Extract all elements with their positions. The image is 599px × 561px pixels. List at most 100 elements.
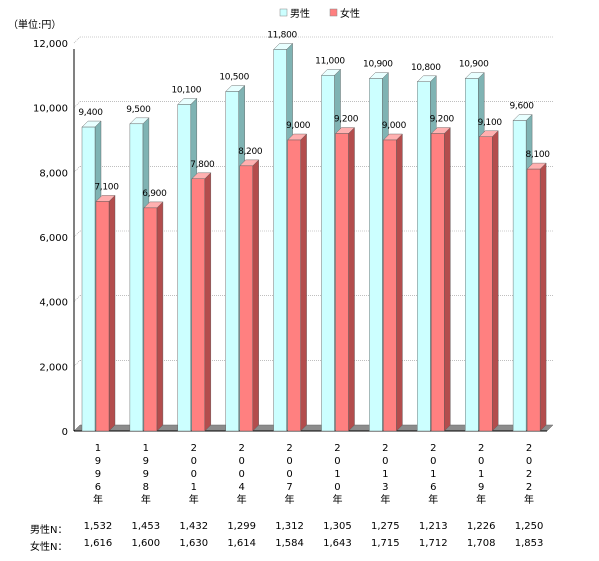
bar-female [287,139,301,432]
data-label-female: 9,100 [478,118,503,128]
sample-size-female: 1,616 [83,538,113,549]
data-label-male: 10,800 [411,63,441,73]
sample-size-male: 1,226 [466,521,496,532]
bar-female [526,168,541,432]
bar-male [81,126,96,432]
sample-size-male: 1,532 [83,521,113,532]
sample-size-male: 1,275 [371,521,400,532]
bar-male [225,91,239,432]
bar-female [143,207,158,432]
y-tick-label: 2,000 [39,362,68,373]
sample-size-female: 1,853 [514,538,544,549]
bar-female [479,136,493,432]
data-label-female: 7,100 [94,182,119,192]
bar-female [191,178,206,432]
bar-male [369,78,383,432]
y-tick-label: 8,000 [39,168,68,179]
bar-male [465,78,479,432]
data-label-male: 10,900 [459,60,489,70]
sample-size-male: 1,305 [323,521,352,532]
bar-female [431,133,445,432]
data-label-male: 11,000 [315,56,345,66]
bar-female-side [444,127,451,432]
bar-female-side [492,130,499,432]
data-label-male: 10,100 [171,85,201,95]
bar-female-side [204,172,212,432]
data-label-female: 9,000 [286,121,311,131]
gridline-depth [73,36,81,44]
sample-size-female: 1,584 [275,538,304,549]
data-label-male: 10,500 [219,73,249,83]
bar-female [335,133,349,432]
y-tick-label: 6,000 [39,233,68,244]
data-label-male: 9,400 [78,108,103,118]
sample-size-female: 1,715 [371,538,400,549]
sample-size-female: 1,708 [466,538,496,549]
bar-male [417,81,431,432]
y-tick-label: 12,000 [33,39,68,50]
data-label-female: 7,800 [190,160,215,170]
sample-size-male: 1,213 [418,521,448,532]
unit-label: （単位:円） [8,18,61,31]
sample-size-male: 1,299 [227,521,256,532]
bar-male [321,75,335,432]
bar-male [512,120,527,432]
sample-size-row-male: 男性N： 1,532 1,453 1,432 1,299 1,312 1,305 1,275… [0,521,599,536]
gridline-depth [73,295,81,302]
data-label-female: 6,900 [142,189,167,199]
sample-size-row-female: 女性N： 1,616 1,600 1,630 1,614 1,584 1,643 1,715… [0,538,599,553]
sample-size-female: 1,712 [418,538,448,549]
data-label-female: 8,100 [525,150,550,160]
sample-size-female: 1,630 [179,538,209,549]
y-tick-label: 4,000 [39,298,68,309]
gridline-depth [73,101,81,108]
sample-size-male: 1,250 [514,521,544,532]
bar-female-side [300,133,307,432]
bar-male [129,123,144,432]
sample-size-male: 1,312 [275,521,304,532]
data-label-male: 10,900 [363,60,393,70]
legend-swatch-male [279,8,288,17]
data-label-female: 9,000 [382,121,407,131]
data-label-female: 9,200 [334,115,359,125]
bar-female-side [156,201,164,432]
sample-size-female: 1,643 [323,538,352,549]
legend: 男性 女性 [279,7,360,20]
sample-size-female: 1,614 [227,538,256,549]
data-label-female: 9,200 [430,115,455,125]
bar-female-side [108,194,116,432]
bar-female-side [539,162,547,432]
data-label-male: 9,600 [509,102,534,112]
bar-female-side [396,133,403,432]
y-tick-label: 0 [62,427,68,438]
gridline-depth [73,166,81,173]
plot-area: 0 2,000 4,000 6,000 8,000 10,000 12,000 9,400 7,… [33,30,554,506]
bar-male [177,104,192,432]
bar-female-side [252,159,259,432]
sample-size-label-male: 男性N： [30,525,68,536]
data-label-female: 8,200 [238,147,263,157]
sample-size-female: 1,600 [131,538,161,549]
bar-female [95,201,110,432]
legend-label-male: 男性 [290,7,310,20]
gridline-depth [73,360,81,367]
y-tick-label: 10,000 [33,104,68,115]
sample-size-male: 1,453 [131,521,161,532]
sample-size-label-female: 女性N： [30,542,68,553]
sample-size-male: 1,432 [179,521,209,532]
legend-label-female: 女性 [340,7,360,20]
gridline-depth [73,230,81,238]
legend-swatch-female [329,8,338,17]
bar-female [239,165,253,432]
